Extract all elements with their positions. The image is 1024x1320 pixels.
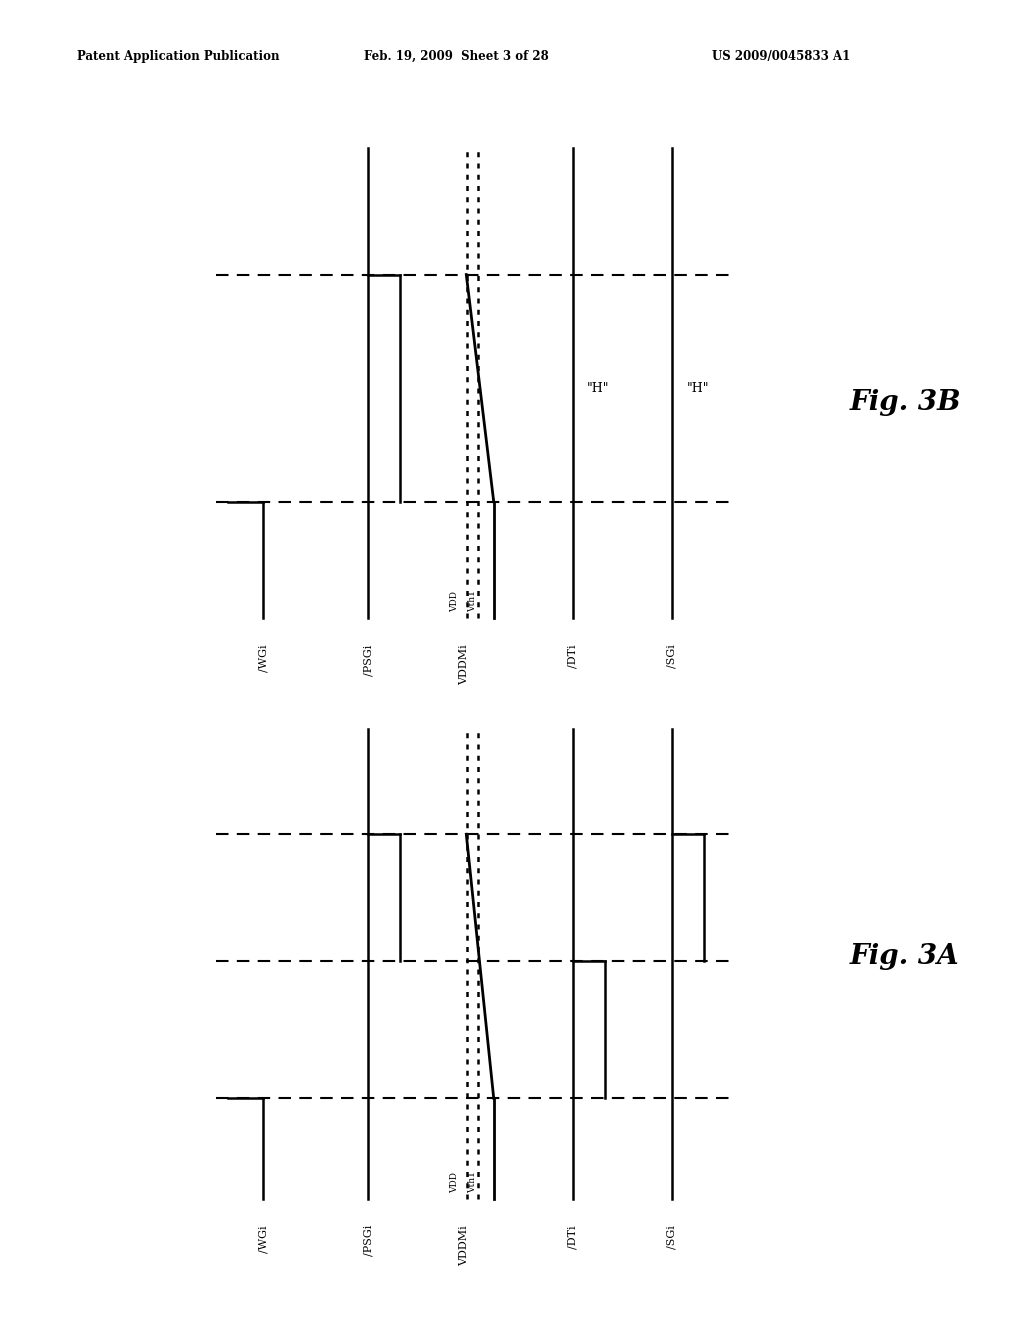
Text: VDD: VDD	[451, 591, 459, 612]
Text: /SGi: /SGi	[667, 644, 677, 668]
Text: Fig. 3B: Fig. 3B	[850, 389, 962, 416]
Text: VDD: VDD	[451, 1172, 459, 1193]
Text: /DTi: /DTi	[567, 1225, 578, 1249]
Text: /SGi: /SGi	[667, 1225, 677, 1249]
Text: "H": "H"	[686, 381, 709, 395]
Text: VDDMi: VDDMi	[460, 1225, 470, 1266]
Text: /DTi: /DTi	[567, 644, 578, 668]
Text: /WGi: /WGi	[258, 644, 268, 672]
Text: Feb. 19, 2009  Sheet 3 of 28: Feb. 19, 2009 Sheet 3 of 28	[364, 50, 548, 63]
Text: US 2009/0045833 A1: US 2009/0045833 A1	[712, 50, 850, 63]
Text: /PSGi: /PSGi	[364, 644, 373, 676]
Text: Fig. 3A: Fig. 3A	[850, 944, 959, 970]
Text: /PSGi: /PSGi	[364, 1225, 373, 1257]
Text: /WGi: /WGi	[258, 1225, 268, 1253]
Text: VDDMi: VDDMi	[460, 644, 470, 685]
Text: "H": "H"	[587, 381, 609, 395]
Text: Vth1: Vth1	[468, 590, 476, 612]
Text: Patent Application Publication: Patent Application Publication	[77, 50, 280, 63]
Text: Vth1: Vth1	[468, 1171, 476, 1193]
